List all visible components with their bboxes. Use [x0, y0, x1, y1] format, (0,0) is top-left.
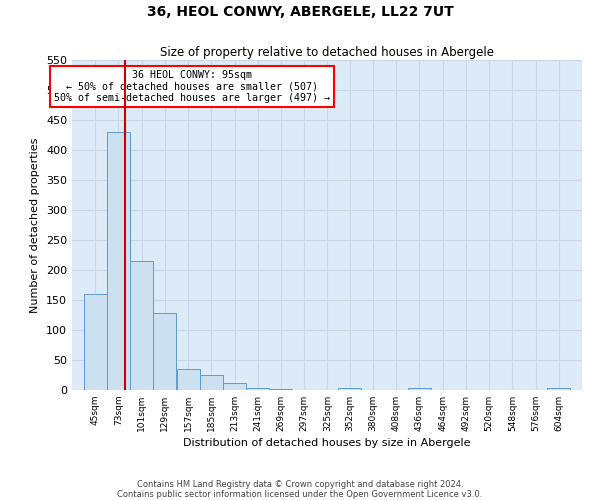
Bar: [247, 388, 269, 390]
Text: 36 HEOL CONWY: 95sqm
← 50% of detached houses are smaller (507)
50% of semi-deta: 36 HEOL CONWY: 95sqm ← 50% of detached h…: [54, 70, 330, 103]
Bar: [338, 388, 361, 390]
Bar: [130, 261, 153, 390]
Bar: [408, 388, 431, 390]
Bar: [84, 294, 107, 390]
Y-axis label: Number of detached properties: Number of detached properties: [31, 138, 40, 312]
Bar: [154, 313, 176, 390]
Bar: [200, 375, 223, 390]
Text: Contains HM Land Registry data © Crown copyright and database right 2024.
Contai: Contains HM Land Registry data © Crown c…: [118, 480, 482, 499]
Text: 36, HEOL CONWY, ABERGELE, LL22 7UT: 36, HEOL CONWY, ABERGELE, LL22 7UT: [146, 5, 454, 19]
Bar: [547, 388, 570, 390]
Bar: [223, 384, 246, 390]
Bar: [107, 132, 130, 390]
X-axis label: Distribution of detached houses by size in Abergele: Distribution of detached houses by size …: [183, 438, 471, 448]
Title: Size of property relative to detached houses in Abergele: Size of property relative to detached ho…: [160, 46, 494, 59]
Bar: [176, 369, 199, 390]
